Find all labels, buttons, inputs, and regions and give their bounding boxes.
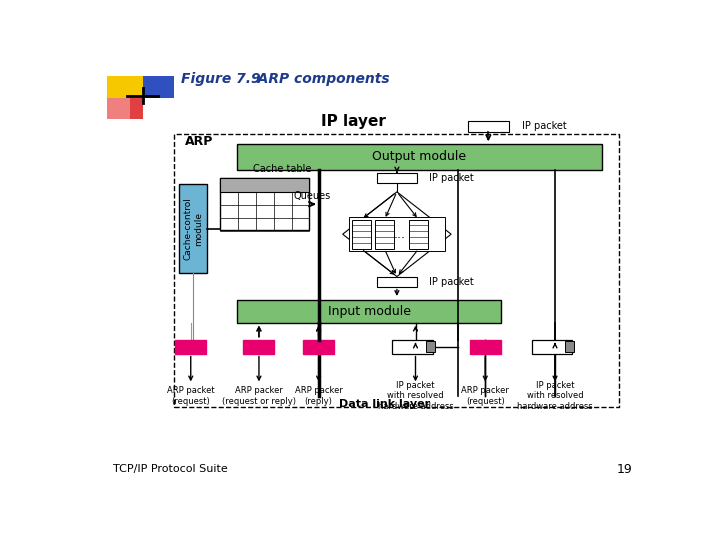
FancyBboxPatch shape <box>174 134 618 408</box>
Text: IP packet
with resolved
hardware address: IP packet with resolved hardware address <box>517 381 593 411</box>
Text: IP layer: IP layer <box>321 114 386 129</box>
FancyBboxPatch shape <box>469 340 500 354</box>
FancyBboxPatch shape <box>238 300 500 323</box>
FancyBboxPatch shape <box>107 98 130 119</box>
Text: Cache-control
module: Cache-control module <box>184 198 203 260</box>
FancyBboxPatch shape <box>375 220 394 249</box>
FancyBboxPatch shape <box>175 340 206 354</box>
Text: 19: 19 <box>617 463 632 476</box>
FancyBboxPatch shape <box>238 144 601 170</box>
FancyBboxPatch shape <box>377 173 417 183</box>
FancyBboxPatch shape <box>243 340 274 354</box>
FancyBboxPatch shape <box>352 220 371 249</box>
Text: IP packet
with resolved
hardware address: IP packet with resolved hardware address <box>377 381 454 411</box>
FancyBboxPatch shape <box>107 98 143 119</box>
Text: Figure 7.9: Figure 7.9 <box>181 72 261 86</box>
FancyBboxPatch shape <box>179 184 207 273</box>
FancyBboxPatch shape <box>392 340 433 354</box>
Text: ...: ... <box>394 228 406 241</box>
Text: TCP/IP Protocol Suite: TCP/IP Protocol Suite <box>113 464 228 474</box>
FancyBboxPatch shape <box>220 178 310 192</box>
FancyBboxPatch shape <box>143 76 174 98</box>
Text: IP packet: IP packet <box>429 277 474 287</box>
Text: Cache table: Cache table <box>253 164 311 174</box>
FancyBboxPatch shape <box>426 341 435 352</box>
FancyBboxPatch shape <box>409 220 428 249</box>
FancyBboxPatch shape <box>565 341 575 352</box>
Text: ARP packer
(reply): ARP packer (reply) <box>294 386 343 406</box>
FancyBboxPatch shape <box>349 217 445 251</box>
Text: IP packet: IP packet <box>429 173 474 183</box>
FancyBboxPatch shape <box>143 98 174 119</box>
FancyBboxPatch shape <box>107 76 143 98</box>
Text: ARP components: ARP components <box>243 72 390 86</box>
FancyBboxPatch shape <box>377 276 417 287</box>
FancyBboxPatch shape <box>303 340 334 354</box>
Text: Output module: Output module <box>372 150 467 163</box>
Text: IP packet: IP packet <box>523 122 567 131</box>
FancyBboxPatch shape <box>468 121 508 132</box>
Text: Queues: Queues <box>294 191 331 201</box>
Text: ARP: ARP <box>185 136 214 148</box>
FancyBboxPatch shape <box>532 340 572 354</box>
Text: ARP packer
(request): ARP packer (request) <box>462 386 509 406</box>
Text: ARP packer
(request or reply): ARP packer (request or reply) <box>222 386 296 406</box>
Text: Input module: Input module <box>328 305 410 318</box>
FancyBboxPatch shape <box>220 178 310 231</box>
Text: ARP packet
(request): ARP packet (request) <box>167 386 215 406</box>
Text: Data link layer: Data link layer <box>339 399 430 409</box>
